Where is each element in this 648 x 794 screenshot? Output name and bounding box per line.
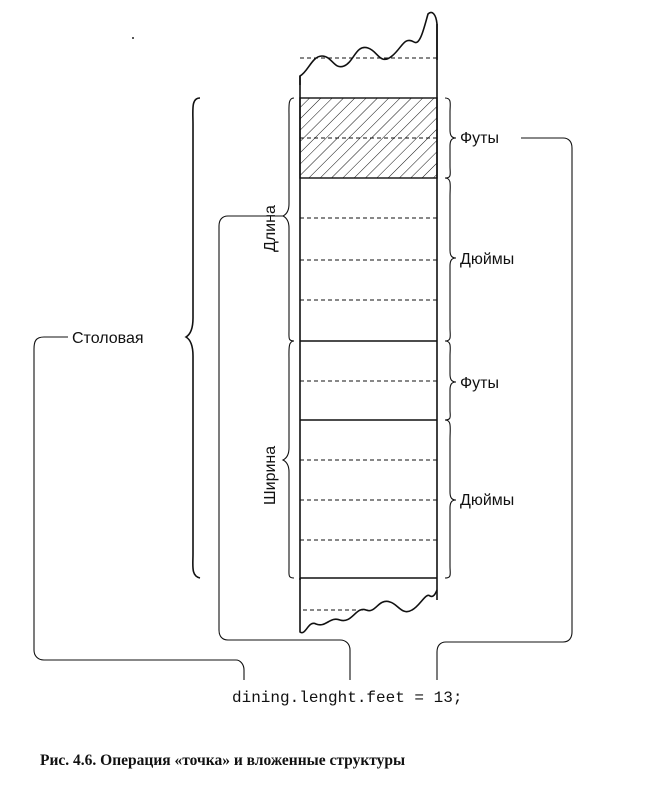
brace-feet-bottom — [444, 340, 457, 421]
brace-length — [281, 97, 295, 342]
brace-feet-top — [444, 97, 457, 179]
label-feet-bottom: Футы — [460, 375, 499, 392]
label-inches-bottom: Дюймы — [460, 492, 514, 509]
torn-top-edge — [299, 11, 438, 85]
connector-length — [218, 215, 351, 680]
connector-dining — [33, 336, 245, 680]
code-statement: dining.lenght.feet = 13; — [232, 689, 462, 707]
label-feet-top: Футы — [460, 130, 499, 147]
highlighted-feet-cell — [299, 97, 438, 179]
brace-dining — [184, 97, 201, 579]
label-width: Ширина — [262, 446, 279, 505]
connector-feet — [436, 137, 573, 680]
memory-column — [299, 11, 438, 634]
brace-width — [281, 340, 295, 579]
brace-inches-bottom — [444, 419, 457, 579]
figure-caption: Рис. 4.6. Операция «точка» и вложенные с… — [40, 752, 405, 769]
label-inches-top: Дюймы — [460, 251, 514, 268]
stray-dot — [132, 37, 134, 39]
label-length: Длина — [262, 205, 279, 252]
brace-inches-top — [444, 177, 457, 342]
label-dining: Столовая — [72, 330, 144, 347]
torn-bottom-edge — [299, 578, 438, 634]
